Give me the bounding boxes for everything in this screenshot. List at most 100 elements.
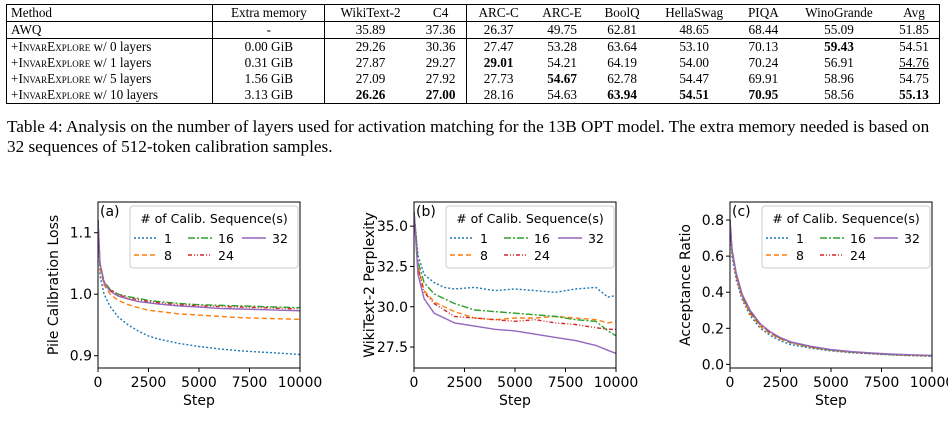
cell-avg: 55.13 (888, 87, 940, 104)
x-tick-label: 10000 (594, 375, 639, 391)
y-tick-label: 0.8 (702, 213, 724, 229)
legend-entry-32: 32 (904, 231, 920, 246)
legend-entry-16: 16 (850, 231, 866, 246)
x-tick-label: 5000 (497, 375, 533, 391)
x-axis-label: Step (499, 393, 531, 409)
cell-boolq: 63.64 (607, 39, 637, 54)
cell-arc-c: 29.01 (483, 55, 514, 70)
cell-avg: 54.76 (888, 55, 940, 71)
cell-arc-e: 53.28 (547, 39, 577, 54)
legend-title: # of Calib. Sequence(s) (772, 211, 920, 226)
method-name: InvarExplore (18, 71, 91, 86)
y-axis-label: Acceptance Ratio (678, 224, 694, 346)
series-line-32 (730, 219, 932, 357)
x-tick-label: 5000 (181, 375, 217, 391)
series-line-24 (98, 220, 300, 310)
col-header-wikitext2: WikiText-2 (324, 4, 416, 22)
method-suffix: w/ 10 layers (90, 87, 158, 102)
cell-hellaswag: 54.47 (679, 71, 709, 86)
method-prefix: + (11, 71, 19, 86)
y-tick-label: 0.9 (70, 349, 92, 365)
cell-piqa: 70.95 (737, 87, 789, 104)
series-line-8 (414, 211, 616, 324)
series-line-32 (414, 211, 616, 355)
y-tick-label: 0.2 (702, 321, 724, 337)
cell-arc-e: 49.75 (530, 21, 594, 39)
col-header-extra-memory: Extra memory (212, 4, 326, 22)
legend-entry-8: 8 (480, 248, 488, 263)
cell-arc-c: 26.37 (466, 21, 531, 39)
y-axis-label: WikiText-2 Perplexity (362, 212, 378, 358)
y-tick-label: 0.6 (702, 249, 724, 265)
cell-hellaswag: 53.10 (679, 39, 709, 54)
method-name: InvarExplore (18, 39, 91, 54)
col-header-winogrande: WinoGrande (789, 4, 889, 22)
results-table: Method Extra memory WikiText-2 C4 ARC-C … (5, 4, 940, 104)
cell-arc-c: 28.16 (466, 87, 531, 104)
table-row: +InvarExplore w/ 10 layers 3.13 GiB 26.26 2… (5, 87, 940, 104)
cell-c4: 27.92 (415, 71, 467, 87)
table-row: +InvarExplore w/ 5 layers 1.56 GiB 27.09 27… (5, 71, 940, 87)
cell-method: +InvarExplore w/ 5 layers (5, 71, 214, 87)
cell-extra-memory: 0.00 GiB (212, 38, 326, 55)
y-tick-label: 0.4 (702, 285, 724, 301)
y-tick-label: 0.0 (702, 357, 724, 373)
legend-entry-16: 16 (534, 231, 550, 246)
cell-avg: 54.75 (888, 71, 940, 87)
cell-avg: 51.85 (888, 21, 940, 39)
cell-c4: 27.00 (415, 87, 467, 104)
legend-entry-24: 24 (218, 248, 234, 263)
series-line-24 (414, 211, 616, 331)
cell-winogrande: 55.09 (789, 21, 889, 39)
method-prefix: AWQ (11, 22, 42, 37)
x-tick-label: 0 (94, 375, 103, 391)
legend: # of Calib. Sequence(s) 1 8 16 24 32 (445, 205, 615, 269)
legend-entry-8: 8 (796, 248, 804, 263)
cell-winogrande: 56.91 (824, 55, 854, 70)
col-header-hellaswag: HellaSwag (650, 4, 738, 22)
x-tick-label: 0 (410, 375, 419, 391)
cell-arc-e: 54.63 (530, 87, 594, 104)
table-row: +InvarExplore w/ 1 layers 0.31 GiB 27.87 29… (5, 55, 940, 71)
cell-arc-c: 27.47 (483, 39, 514, 54)
cell-arc-e: 54.67 (547, 71, 577, 86)
col-header-arc-e: ARC-E (530, 4, 594, 22)
table-header-row: Method Extra memory WikiText-2 C4 ARC-C … (5, 4, 940, 22)
cell-wikitext2: 27.87 (355, 55, 386, 70)
cell-hellaswag: 54.51 (650, 87, 738, 104)
cell-extra-memory: - (212, 21, 326, 39)
chart-svg: 0 2500 5000 7500 10000 0.0 0.2 0.4 0.6 0.8 Step Acc… (678, 201, 948, 409)
legend-entry-32: 32 (588, 231, 604, 246)
method-name: InvarExplore (18, 55, 91, 70)
col-header-avg: Avg (888, 4, 940, 22)
col-header-method: Method (5, 4, 214, 22)
method-suffix: w/ 1 layers (90, 55, 152, 70)
legend-entry-1: 1 (796, 231, 804, 246)
x-tick-label: 10000 (910, 375, 948, 391)
y-tick-label: 30.0 (377, 300, 408, 316)
cell-c4: 37.36 (415, 21, 467, 39)
chart-svg: 0 2500 5000 7500 10000 27.5 30.0 32.5 35.0 Step Wi… (362, 201, 638, 409)
y-axis-label: Pile Calibration Loss (46, 215, 62, 355)
panel-label: (c) (732, 204, 751, 220)
method-suffix: w/ 0 layers (90, 39, 152, 54)
series-group (730, 219, 932, 357)
legend-box (445, 205, 615, 269)
cell-method: +InvarExplore w/ 0 layers (5, 38, 214, 55)
legend-box (129, 205, 299, 269)
legend-entry-16: 16 (218, 231, 234, 246)
chart-svg: 0 2500 5000 7500 10000 0.9 1.0 1.1 Step Pile Cali… (46, 201, 322, 409)
cell-hellaswag: 48.65 (650, 21, 738, 39)
legend-entry-1: 1 (164, 231, 172, 246)
cell-piqa: 69.91 (748, 71, 779, 86)
x-tick-label: 5000 (813, 375, 849, 391)
cell-extra-memory: 1.56 GiB (212, 71, 326, 87)
cell-boolq: 62.81 (593, 21, 651, 39)
x-tick-label: 7500 (548, 375, 584, 391)
x-tick-label: 7500 (864, 375, 900, 391)
cell-hellaswag: 54.00 (679, 55, 709, 70)
cell-extra-memory: 3.13 GiB (212, 87, 326, 104)
chart-panel-a: 0 2500 5000 7500 10000 0.9 1.0 1.1 Step Pile Cali… (0, 201, 322, 418)
legend: # of Calib. Sequence(s) 1 8 16 24 32 (761, 205, 931, 269)
table-row: AWQ -35.89 37.36 26.37 49.75 62.81 48.65 68.44 5… (5, 21, 940, 39)
